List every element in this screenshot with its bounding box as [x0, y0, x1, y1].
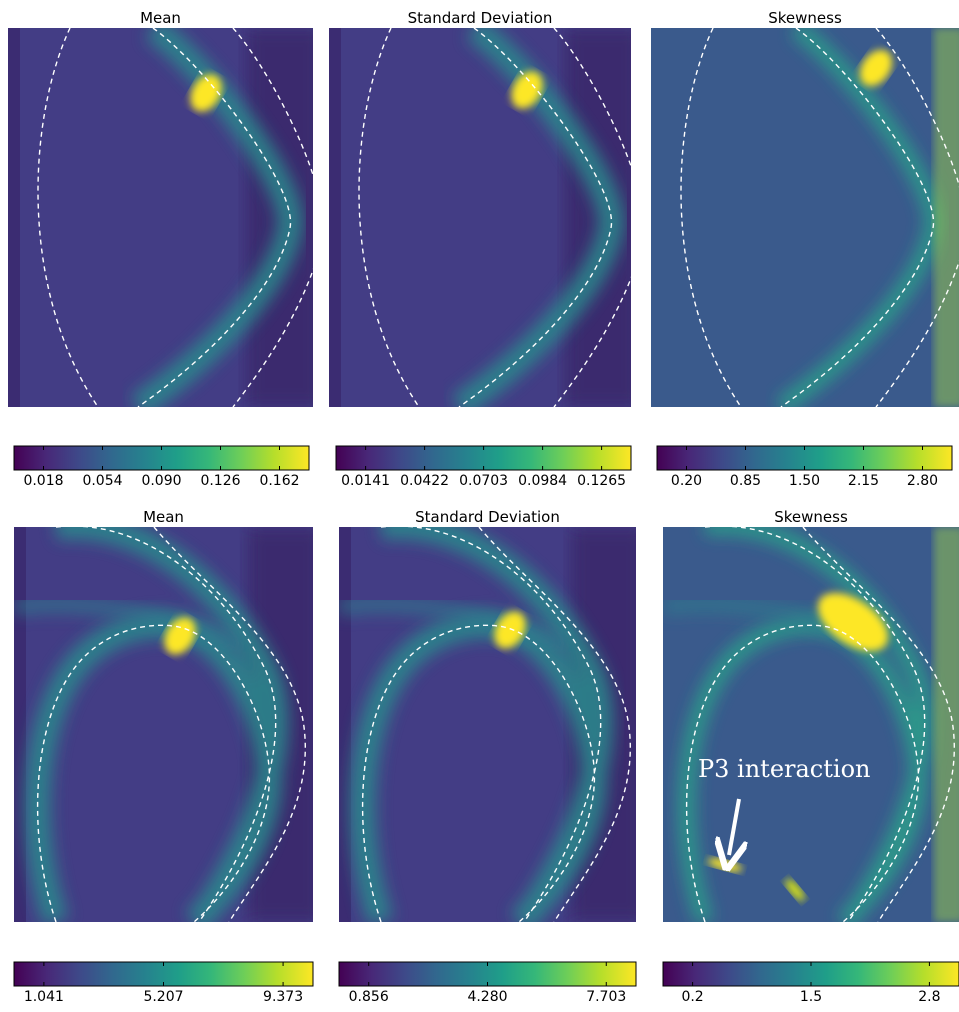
colorbar-tick-label: 0.126: [200, 473, 240, 489]
colorbar-tick-label: 0.0984: [518, 473, 567, 489]
panel: Skewness 0.20 0.85 1.50 2.15 2.80: [651, 9, 959, 489]
colorbar-tick-label: 0.85: [730, 473, 761, 489]
image-edge: [339, 527, 351, 922]
panel-title: Mean: [140, 9, 181, 27]
panel: Mean 0.018 0.054 0.090 0.126 0.162: [8, 9, 322, 489]
colorbar-tick-label: 0.1265: [577, 473, 626, 489]
annotation: P3 interaction: [698, 755, 870, 783]
colorbar-tick-label: 2.15: [848, 473, 879, 489]
panel-title: Standard Deviation: [415, 508, 560, 526]
colorbar-tick-label: 0.162: [259, 473, 299, 489]
colorbar-tick-label: 0.20: [671, 473, 702, 489]
colorbar-tick-label: 0.090: [141, 473, 181, 489]
colorbar-tick-label: 2.80: [907, 473, 938, 489]
colorbar-tick-label: 0.2: [681, 989, 703, 1005]
noise: [934, 527, 959, 922]
panel: Standard Deviation 0.856 4.280 7.703: [339, 508, 645, 1005]
colorbar-tick-label: 0.054: [82, 473, 122, 489]
colorbar-tick-label: 1.041: [24, 989, 64, 1005]
colorbar-tick-label: 0.0703: [459, 473, 508, 489]
colorbar-tick-label: 1.5: [800, 989, 822, 1005]
panel: Skewness P3 interaction 0.2 1.5 2.8: [663, 508, 959, 1005]
colorbar-tick-label: 7.703: [586, 989, 626, 1005]
image-bg: [651, 28, 959, 407]
image-edge: [8, 28, 20, 407]
colorbar-tick-label: 0.0141: [341, 473, 390, 489]
panel-title: Mean: [143, 508, 184, 526]
colorbar-tick-label: 0.0422: [400, 473, 449, 489]
image: [339, 526, 645, 922]
colorbar-tick-label: 0.018: [23, 473, 63, 489]
panel-title: Skewness: [774, 508, 848, 526]
colorbar-tick-label: 4.280: [467, 989, 507, 1005]
image: [329, 28, 640, 407]
image-edge: [14, 527, 26, 922]
colorbar-tick-label: 2.8: [918, 989, 940, 1005]
colorbar-tick-label: 0.856: [349, 989, 389, 1005]
image: [14, 526, 322, 922]
panel-title: Standard Deviation: [408, 9, 553, 27]
panel-title: Skewness: [768, 9, 842, 27]
noise: [934, 28, 959, 407]
panel: Standard Deviation 0.0141 0.0422 0.0703 0.09…: [329, 9, 640, 489]
image: [8, 28, 322, 407]
image: P3 interaction: [663, 526, 959, 922]
colorbar-tick-label: 1.50: [789, 473, 820, 489]
colorbar-tick-label: 9.373: [263, 989, 303, 1005]
colorbar-tick-label: 5.207: [143, 989, 183, 1005]
figure: Mean 0.018 0.054 0.090 0.126 0.162 Standard De…: [0, 0, 959, 1012]
image: [651, 28, 959, 407]
panel: Mean 1.041 5.207 9.373: [14, 508, 322, 1005]
image-edge: [329, 28, 341, 407]
